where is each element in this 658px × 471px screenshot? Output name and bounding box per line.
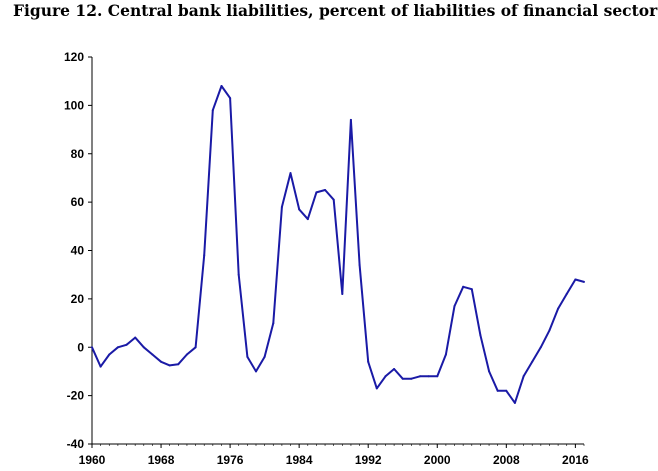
data-point	[393, 368, 396, 370]
x-tick-label: 1992	[355, 453, 382, 467]
data-point	[91, 346, 93, 349]
data-point	[488, 370, 491, 373]
data-point	[401, 377, 404, 380]
series	[91, 85, 585, 404]
data-point	[410, 377, 413, 380]
data-point	[246, 355, 249, 358]
data-point	[160, 360, 163, 363]
data-point	[255, 370, 257, 373]
y-tick-label: 0	[77, 340, 84, 354]
data-point	[211, 109, 214, 112]
x-tick-label: 1968	[148, 453, 175, 467]
data-point	[436, 375, 439, 378]
data-point	[375, 387, 378, 390]
data-point	[298, 208, 301, 211]
data-point	[280, 206, 283, 208]
y-tick-labels: 120 100 80 60 40 20 0 -20 -40	[64, 50, 84, 451]
y-tick-label: -20	[67, 389, 85, 403]
data-point	[565, 293, 568, 295]
axes	[88, 56, 585, 448]
y-tick-label: 100	[64, 98, 84, 112]
y-tick-label: 80	[71, 147, 85, 161]
data-point	[177, 363, 180, 366]
data-point	[99, 365, 102, 368]
y-tick-label: 40	[71, 244, 85, 258]
x-tick-label: 2016	[562, 453, 589, 467]
data-point	[134, 336, 137, 339]
data-point	[289, 172, 292, 175]
data-point	[168, 364, 171, 367]
x-tick-labels: 1960 1968 1976 1984 1992 2000 2008 2016	[79, 453, 589, 467]
data-point	[306, 218, 309, 221]
data-point	[116, 346, 119, 349]
data-point	[324, 189, 327, 191]
y-tick-label: 20	[71, 292, 85, 306]
data-point	[557, 307, 560, 310]
data-point	[272, 322, 275, 325]
x-tick-label: 1984	[286, 453, 313, 467]
data-point	[341, 293, 344, 295]
data-point	[229, 97, 232, 100]
data-point	[479, 334, 482, 337]
data-point	[220, 85, 223, 87]
data-point	[263, 355, 266, 358]
data-point	[522, 375, 525, 378]
data-point	[194, 346, 197, 349]
y-tick-label: 120	[64, 50, 84, 64]
data-point	[513, 401, 516, 404]
data-point	[419, 375, 421, 378]
series-line	[91, 85, 585, 404]
data-point	[185, 353, 188, 356]
data-point	[151, 353, 154, 356]
data-point	[539, 346, 542, 349]
data-point	[315, 191, 318, 194]
y-tick-label: 60	[71, 195, 85, 209]
data-point	[548, 329, 551, 332]
data-point	[367, 360, 370, 363]
x-tick-label: 1976	[217, 453, 244, 467]
data-point	[237, 273, 240, 276]
x-tick-label: 2000	[424, 453, 451, 467]
x-tick-label: 1960	[79, 453, 106, 467]
data-point	[203, 254, 206, 257]
y-tick-label: -40	[67, 437, 85, 451]
data-point	[453, 305, 456, 308]
data-point	[574, 278, 577, 281]
x-tick-label: 2008	[493, 453, 520, 467]
data-point	[470, 288, 473, 291]
data-point	[496, 389, 499, 392]
data-point	[505, 389, 508, 392]
data-point	[583, 280, 585, 283]
data-point	[332, 198, 335, 201]
data-point	[384, 375, 387, 378]
data-point	[427, 375, 430, 378]
data-point	[349, 118, 352, 121]
data-point	[358, 264, 361, 266]
data-point	[142, 346, 145, 349]
data-point	[108, 353, 111, 356]
chart-title: Figure 12. Central bank liabilities, per…	[13, 1, 658, 20]
data-point	[462, 285, 465, 288]
data-point	[531, 360, 534, 363]
data-point	[125, 343, 128, 346]
data-point	[444, 353, 447, 356]
